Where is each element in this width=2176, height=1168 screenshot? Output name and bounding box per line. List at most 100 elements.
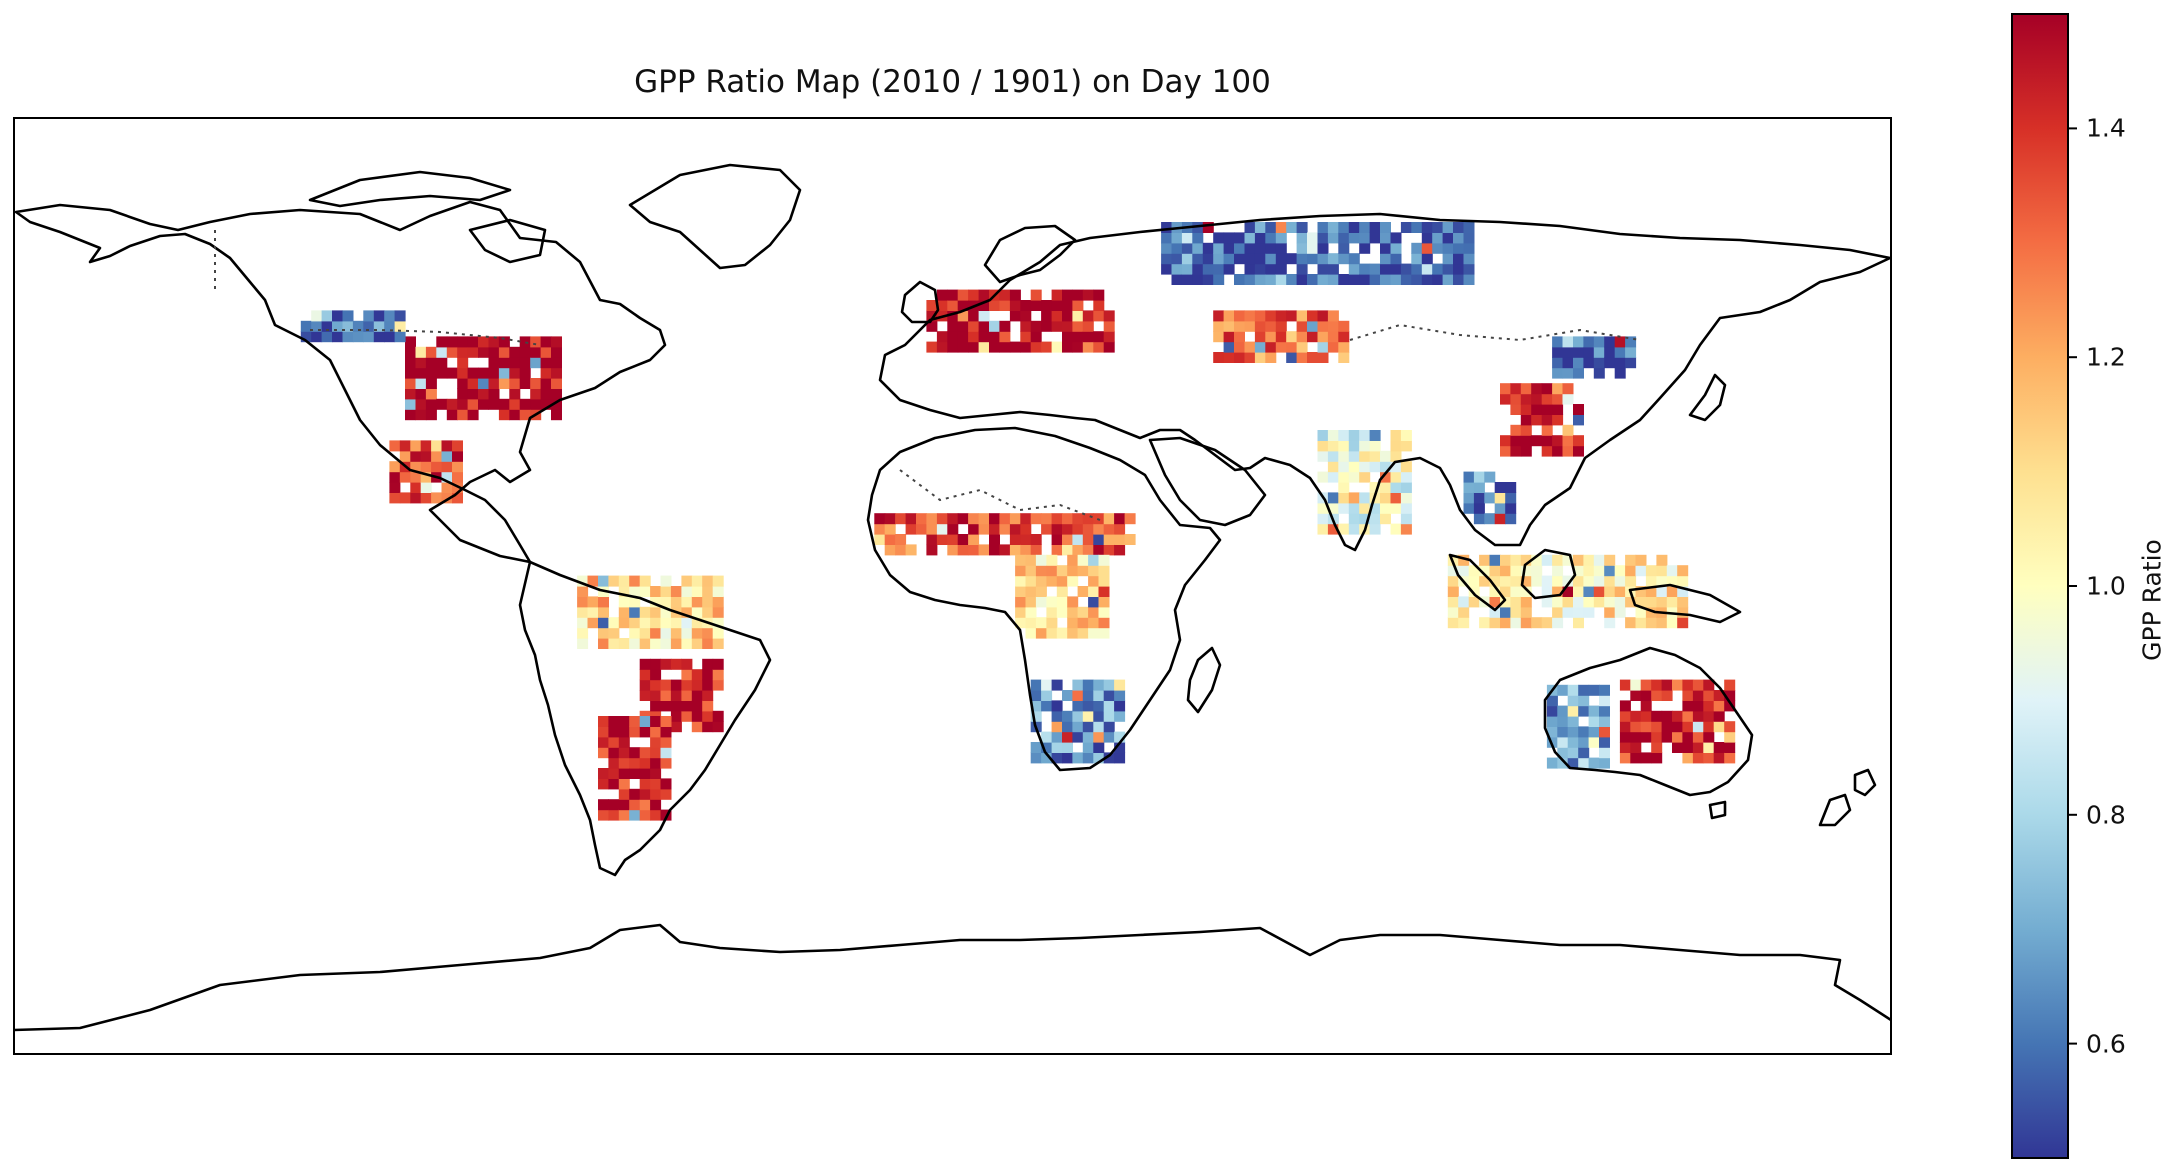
data-cell — [1035, 586, 1047, 597]
data-cell — [1520, 435, 1532, 447]
data-cell — [1573, 336, 1584, 348]
data-cell — [1348, 430, 1360, 441]
data-cell — [1093, 742, 1105, 753]
data-cell — [1625, 336, 1637, 348]
data-cell — [1327, 492, 1339, 504]
data-cell — [702, 627, 714, 639]
data-cell — [957, 534, 969, 545]
data-cell — [1275, 331, 1287, 343]
data-cell — [1317, 263, 1329, 275]
data-cell — [1380, 502, 1391, 514]
data-cell — [884, 513, 896, 525]
data-cell — [1447, 565, 1459, 577]
data-cell — [1369, 274, 1381, 285]
data-cell — [1348, 263, 1360, 275]
data-cell — [618, 788, 630, 800]
data-cell — [1661, 679, 1673, 691]
data-cell — [660, 788, 672, 800]
data-cell — [1500, 554, 1511, 566]
data-cell — [1041, 300, 1053, 311]
data-cell — [405, 367, 416, 379]
data-cell — [399, 492, 411, 504]
data-cell — [957, 310, 969, 322]
region-eastern-china — [1500, 383, 1584, 457]
data-cell — [1614, 357, 1626, 369]
data-cell — [650, 679, 662, 691]
data-cell — [1015, 596, 1027, 608]
data-cell — [1098, 606, 1110, 618]
data-cell — [431, 450, 443, 462]
data-cell — [446, 398, 458, 410]
data-cell — [425, 398, 437, 410]
data-cell — [1640, 721, 1652, 733]
data-cell — [1463, 492, 1475, 504]
data-cell — [618, 747, 630, 759]
data-cell — [1030, 289, 1042, 301]
data-cell — [629, 627, 641, 639]
data-cell — [1015, 554, 1027, 566]
data-cell — [1025, 606, 1037, 618]
data-cell — [1077, 606, 1089, 618]
data-cell — [1583, 336, 1595, 348]
data-cell — [1552, 357, 1564, 369]
data-cell — [1067, 627, 1079, 639]
data-cell — [1062, 752, 1073, 764]
data-cell — [1296, 331, 1308, 343]
data-cell — [691, 596, 703, 608]
data-cell — [639, 669, 651, 681]
data-cell — [1338, 232, 1350, 244]
region-indochina — [1463, 471, 1517, 525]
data-cell — [1520, 606, 1532, 618]
data-cell — [1082, 700, 1094, 712]
data-cell — [1317, 352, 1329, 363]
data-cell — [1082, 320, 1094, 332]
data-cell — [1327, 523, 1339, 535]
data-cell — [1030, 679, 1042, 691]
data-cell — [712, 710, 724, 722]
data-cell — [1578, 747, 1590, 759]
data-cell — [488, 378, 500, 389]
colorbar-tick-label: 1.4 — [2086, 113, 2126, 143]
data-cell — [1724, 679, 1736, 691]
data-cell — [1072, 690, 1084, 701]
data-cell — [1677, 586, 1689, 597]
data-cell — [1015, 606, 1027, 618]
data-cell — [1103, 679, 1115, 691]
data-cell — [1666, 565, 1678, 577]
data-cell — [650, 638, 662, 649]
data-cell — [1041, 310, 1053, 322]
data-cell — [1458, 554, 1470, 566]
data-cell — [1453, 274, 1464, 285]
data-cell — [1724, 742, 1736, 753]
data-cell — [926, 513, 938, 525]
data-cell — [1062, 331, 1073, 343]
data-cell — [947, 300, 959, 311]
data-cell — [1051, 513, 1063, 525]
data-cell — [1619, 752, 1631, 764]
data-cell — [598, 809, 609, 821]
data-cell — [1604, 586, 1616, 597]
data-cell — [660, 627, 672, 639]
data-cell — [1640, 710, 1652, 722]
data-cell — [1348, 492, 1360, 504]
data-cell — [389, 482, 401, 493]
data-cell — [1505, 502, 1517, 514]
data-cell — [618, 638, 630, 649]
data-cell — [1020, 331, 1032, 343]
data-cell — [1062, 310, 1073, 322]
data-cell — [1317, 502, 1329, 514]
data-cell — [1614, 367, 1626, 379]
data-cell — [957, 513, 969, 525]
data-cell — [1114, 690, 1126, 701]
data-cell — [1009, 341, 1021, 353]
data-cell — [467, 346, 479, 358]
data-cell — [1567, 736, 1579, 748]
data-cell — [1082, 523, 1094, 535]
data-cell — [1093, 341, 1105, 353]
data-cell — [936, 300, 948, 311]
data-cell — [712, 617, 724, 629]
region-kazakhstan — [1213, 310, 1350, 363]
data-cell — [702, 690, 714, 701]
data-cell — [1588, 684, 1600, 696]
data-cell — [691, 617, 703, 629]
